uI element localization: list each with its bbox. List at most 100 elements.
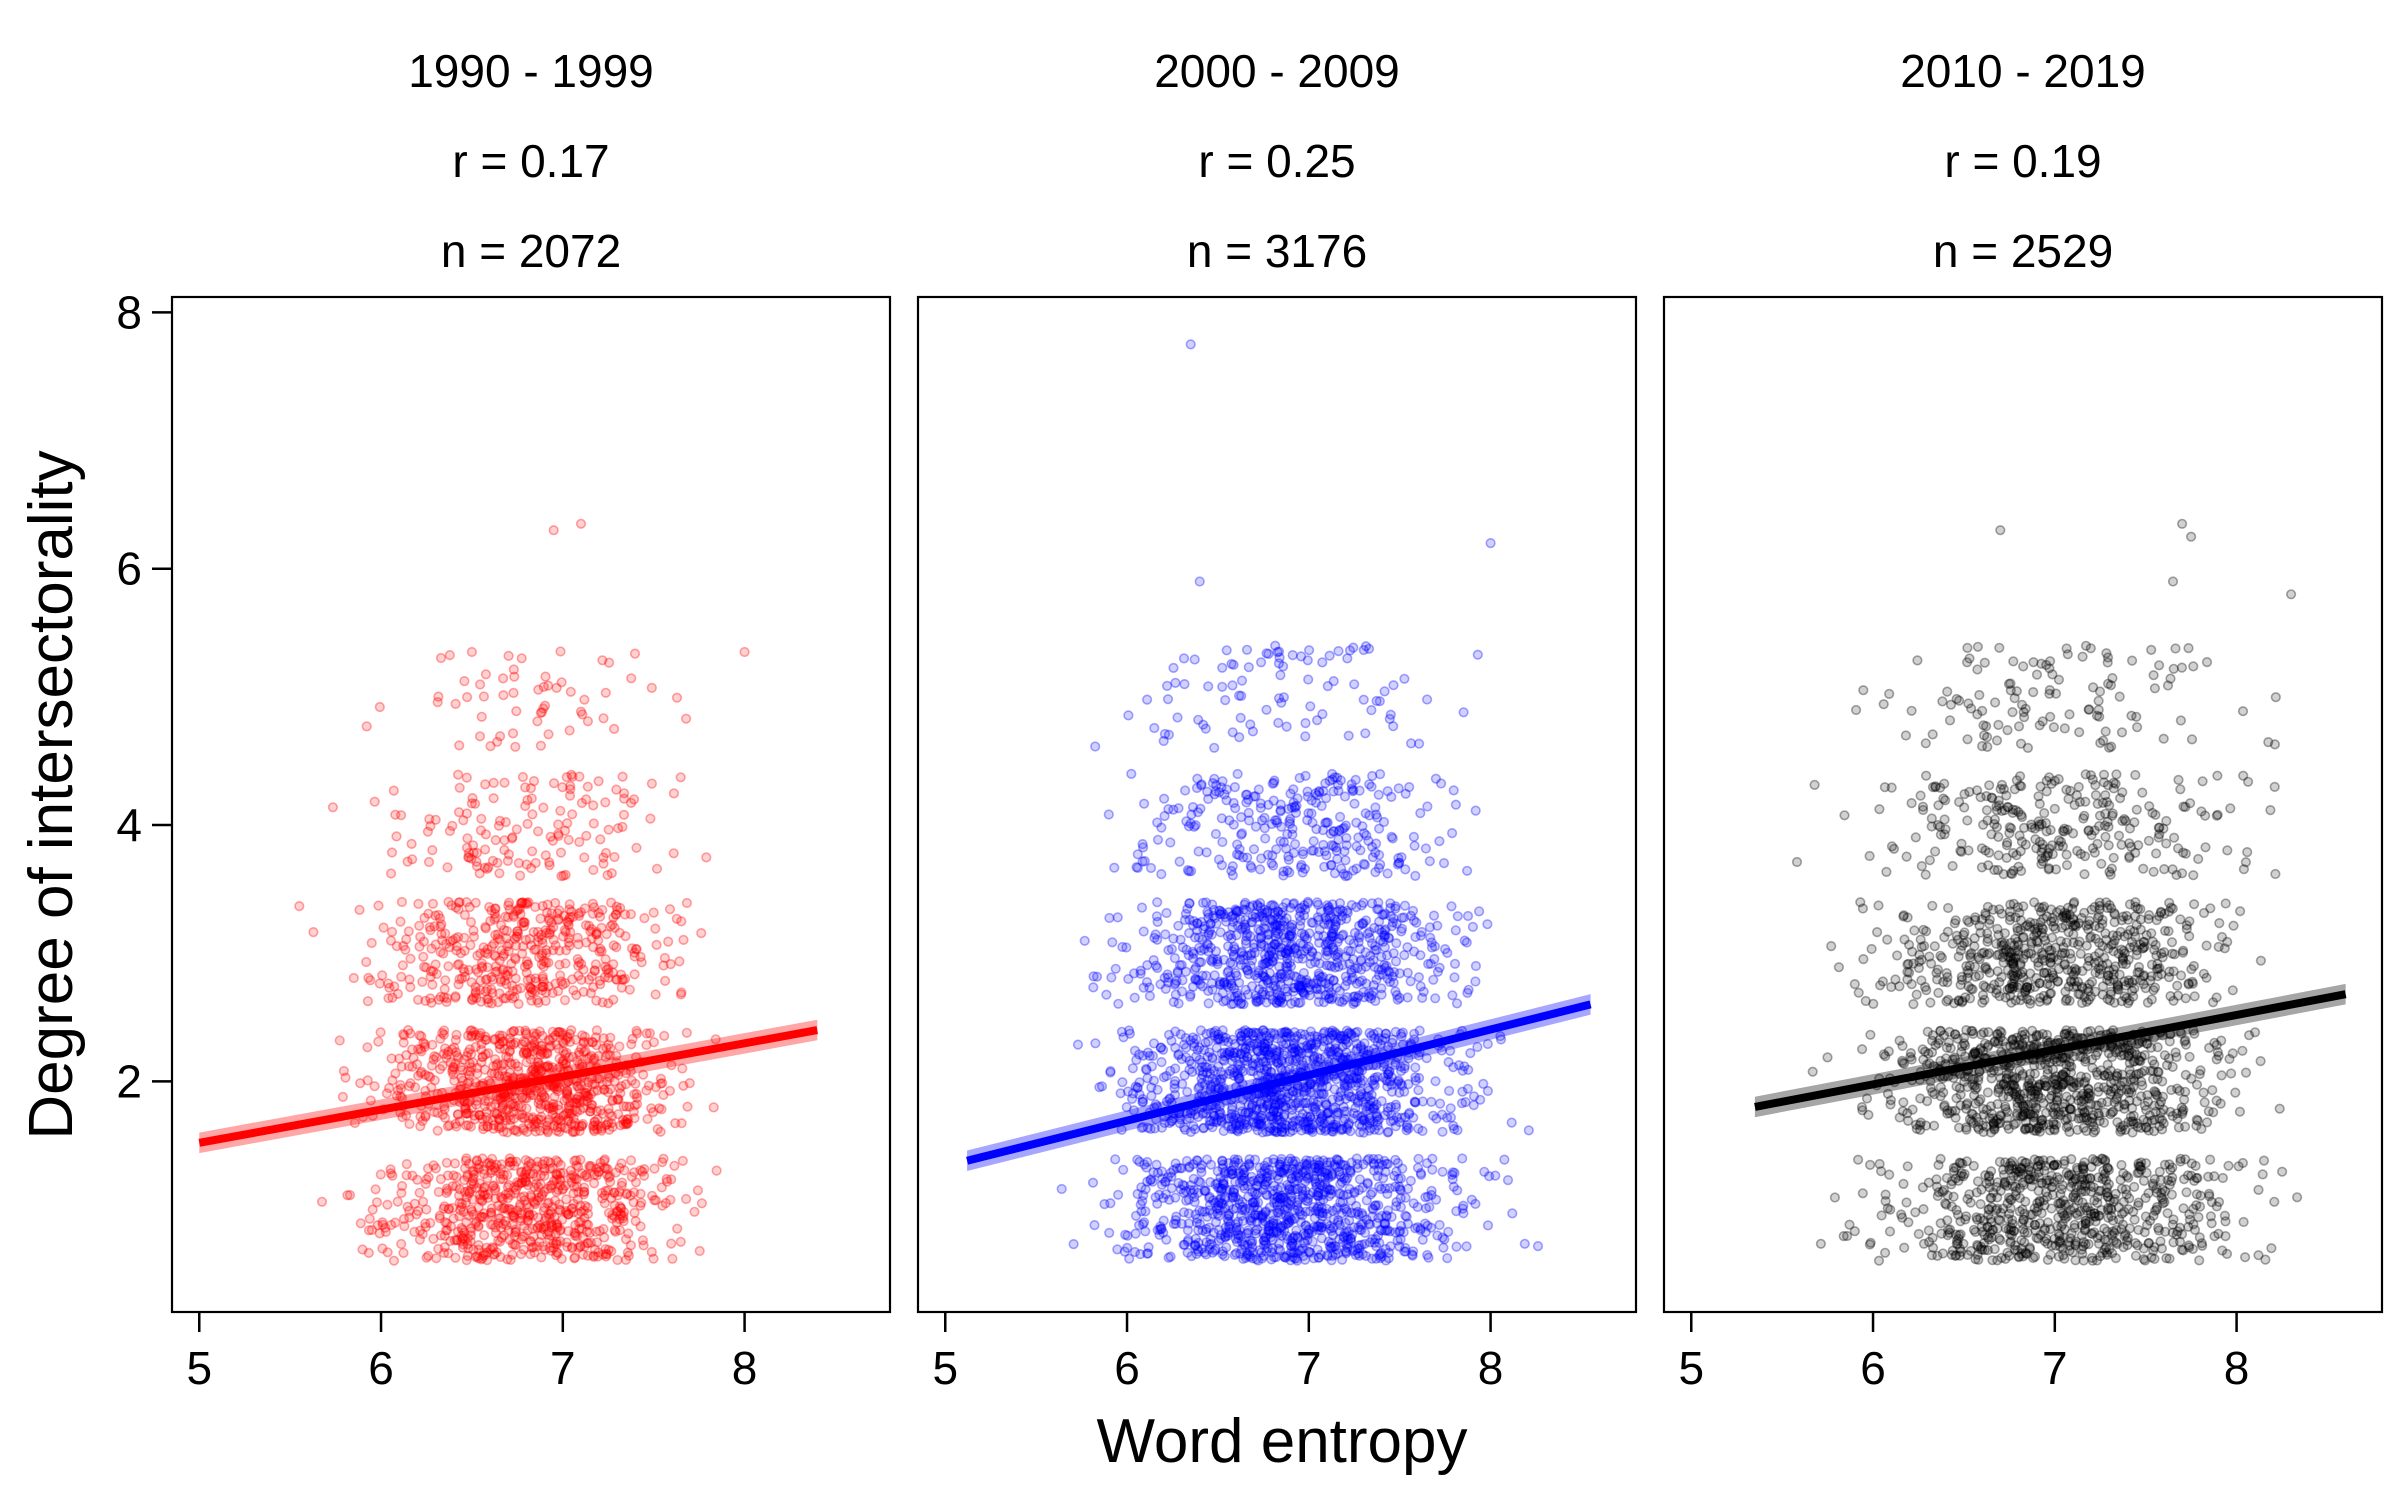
scatter-point (459, 1234, 471, 1245)
scatter-point (488, 1249, 500, 1260)
scatter-point (423, 856, 435, 868)
scatter-point (1319, 1172, 1331, 1183)
scatter-point (1428, 910, 1440, 921)
scatter-point (433, 994, 444, 1005)
scatter-point (499, 844, 510, 856)
scatter-point (1211, 918, 1222, 929)
scatter-point (508, 687, 519, 699)
scatter-point (543, 729, 554, 740)
scatter-point (1150, 1192, 1161, 1203)
scatter-point (590, 1226, 602, 1237)
scatter-point (1439, 1234, 1450, 1245)
scatter-point (554, 945, 565, 956)
scatter-point (386, 1219, 397, 1231)
scatter-point (539, 1244, 551, 1255)
scatter-point (577, 1231, 589, 1243)
scatter-point (1199, 921, 1210, 932)
scatter-point (646, 682, 657, 694)
scatter-point (609, 1187, 620, 1198)
scatter-point (1328, 1241, 1339, 1252)
scatter-point (369, 796, 380, 807)
scatter-point (1507, 1208, 1518, 1219)
scatter-point (579, 852, 590, 863)
scatter-point (1313, 930, 1324, 942)
scatter-point (600, 1251, 612, 1262)
scatter-point (588, 818, 599, 829)
scatter-point (435, 1230, 447, 1241)
scatter-point (445, 1221, 457, 1232)
scatter-point (1204, 1191, 1215, 1203)
scatter-point (1163, 1252, 1174, 1263)
scatter-point (539, 700, 551, 711)
scatter-point (551, 1236, 562, 1247)
scatter-point (565, 686, 576, 697)
scatter-point (573, 1242, 584, 1253)
scatter-point (525, 1158, 537, 1169)
scatter-point (1194, 942, 1205, 954)
scatter-point (500, 816, 511, 828)
scatter-point (1402, 942, 1413, 953)
scatter-point (1112, 912, 1123, 923)
scatter-point (575, 907, 587, 918)
scatter-point (625, 1155, 637, 1166)
scatter-point (449, 1158, 461, 1169)
scatter-point (1194, 1042, 1205, 1053)
scatter-point (1376, 951, 1387, 962)
scatter-point (630, 1177, 642, 1188)
scatter-point (1164, 1194, 1175, 1205)
scatter-point (1240, 904, 1252, 916)
scatter-point (401, 1158, 412, 1170)
scatter-point (420, 1218, 431, 1229)
scatter-point (488, 1180, 499, 1191)
scatter-point (553, 1126, 565, 1137)
scatter-point (599, 1190, 610, 1201)
scatter-point (468, 925, 479, 936)
scatter-point (414, 920, 425, 931)
scatter-point (626, 1171, 638, 1182)
scatter-point (502, 1254, 513, 1265)
scatter-point (1201, 970, 1212, 981)
scatter-point (555, 1205, 566, 1216)
scatter-point (487, 974, 498, 986)
scatter-point (485, 1160, 496, 1171)
scatter-point (443, 1248, 454, 1259)
scatter-point (542, 1183, 553, 1194)
scatter-point (1156, 1224, 1167, 1235)
scatter-point (520, 1175, 532, 1187)
scatter-point (567, 809, 578, 820)
scatter-point (1342, 1189, 1353, 1200)
scatter-point (1255, 1112, 1266, 1123)
scatter-point (551, 1155, 562, 1166)
scatter-point (560, 977, 571, 989)
scatter-point (651, 863, 663, 874)
x-tick-label: 6 (368, 1342, 394, 1394)
scatter-point (599, 1162, 610, 1174)
scatter-point (689, 1206, 700, 1217)
scatter-point (509, 1058, 521, 1069)
scatter-point (555, 1236, 566, 1247)
scatter-point (1448, 1181, 1459, 1192)
scatter-point (1312, 951, 1323, 962)
scatter-point (1138, 798, 1150, 809)
scatter-point (1383, 1126, 1394, 1137)
scatter-point (1253, 924, 1264, 935)
scatter-point (1104, 912, 1115, 924)
scatter-point (1305, 958, 1316, 969)
scatter-point (674, 956, 685, 967)
scatter-point (1273, 1106, 1284, 1117)
scatter-point (1417, 1125, 1428, 1137)
scatter-point (427, 1039, 438, 1050)
scatter-point (510, 1227, 521, 1238)
scatter-point (503, 1187, 514, 1199)
scatter-point (1221, 979, 1232, 990)
scatter-point (1203, 1036, 1214, 1047)
scatter-point (578, 1182, 590, 1193)
scatter-point (1271, 1197, 1282, 1208)
scatter-point (1276, 915, 1287, 926)
scatter-point (1283, 1028, 1294, 1039)
scatter-point (1105, 1067, 1116, 1078)
scatter-point (1451, 1241, 1462, 1252)
scatter-point (1458, 1200, 1469, 1211)
scatter-point (523, 959, 534, 970)
